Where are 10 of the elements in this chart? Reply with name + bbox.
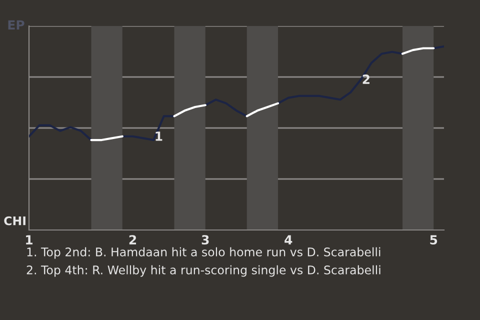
annotation: 2 — [362, 74, 370, 84]
text: 1. Top 2nd: B. Hamdaan hit a solo home run vs D. Scarabelli — [27, 247, 380, 259]
text: 2. Top 4th: R. Wellby hit a run-scoring single vs D. Scarabelli — [26, 265, 380, 277]
x-tick-label: 2 — [129, 235, 136, 244]
x-tick-label: 5 — [430, 235, 438, 245]
x-tick-label: 1 — [26, 235, 32, 244]
text: CHI — [4, 216, 26, 226]
annotation: 1 — [156, 132, 162, 141]
x-tick-label: 4 — [284, 235, 292, 244]
x-tick-label: 3 — [202, 235, 209, 245]
